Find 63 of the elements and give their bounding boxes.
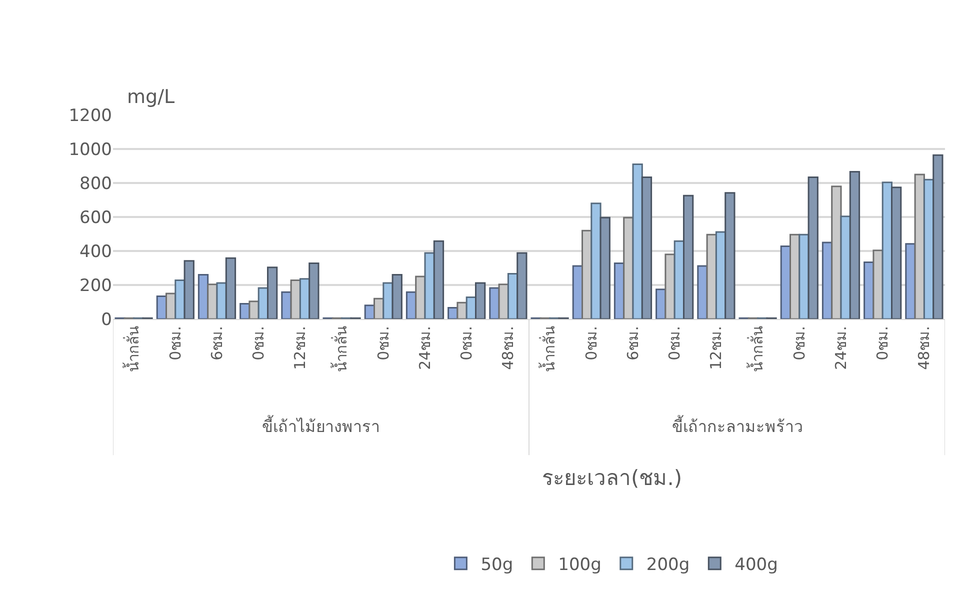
bar — [808, 176, 818, 319]
y-tick-label: 0 — [101, 310, 112, 330]
bar — [831, 186, 842, 319]
x-tick-label: 12ชม. — [291, 326, 310, 370]
x-tick-label: 6ชม. — [624, 326, 642, 360]
bar — [382, 282, 394, 319]
x-tick-label: 12ชม. — [707, 326, 726, 370]
bar — [174, 279, 186, 319]
y-tick-label: 1200 — [68, 106, 112, 126]
bar — [184, 260, 194, 319]
bar — [697, 265, 708, 319]
x-tick-label: 48ชม. — [915, 326, 934, 370]
text: ขี้เถ้ากะลามะพร้าว — [672, 415, 803, 436]
legend-label: 50g — [480, 554, 514, 575]
x-tick-label: 48ชม. — [499, 326, 518, 370]
bar — [683, 194, 694, 319]
bar — [849, 171, 860, 319]
bar — [905, 243, 916, 319]
y-tick-label: 600 — [80, 208, 112, 228]
x-tick-label: 0ชม. — [790, 326, 808, 360]
x-tick-label: 0ชม. — [582, 326, 600, 360]
bar — [872, 250, 884, 319]
x-tick-label: 24ชม. — [416, 326, 434, 370]
y-axis-title: mg/L — [127, 86, 175, 108]
bar — [664, 254, 676, 319]
text: ขี้เถ้าไม้ยางพารา — [262, 415, 380, 436]
y-tick-label: 800 — [80, 174, 112, 194]
bar — [475, 282, 486, 319]
bar — [932, 154, 944, 319]
bar — [891, 186, 902, 319]
x-tick-label: 0ชม. — [873, 326, 892, 360]
x-tick-label: น้ำกลั่น — [330, 326, 351, 372]
legend-label: 100g — [558, 554, 602, 575]
bar — [600, 216, 610, 319]
x-tick-label: 0ชม. — [166, 326, 184, 360]
bar — [207, 284, 218, 319]
bar — [281, 291, 292, 319]
bar — [433, 240, 444, 319]
y-tick-label: 400 — [80, 242, 112, 262]
bar — [392, 274, 402, 319]
bar — [590, 202, 602, 319]
bar — [516, 252, 528, 319]
x-tick-label: น้ำกลั่น — [746, 326, 767, 372]
x-tick-label: 24ชม. — [832, 326, 850, 370]
legend-label: 200g — [646, 554, 690, 575]
y-tick-label: 1000 — [68, 140, 112, 160]
x-tick-label: น้ำกลั่น — [538, 326, 559, 372]
x-tick-label: 6ชม. — [208, 326, 226, 360]
bar — [641, 176, 652, 319]
y-tick-label: 200 — [80, 276, 112, 296]
bar — [267, 266, 278, 319]
bar — [724, 192, 736, 319]
legend-label: 400g — [734, 554, 778, 575]
bar — [308, 262, 320, 319]
x-tick-label: น้ำกลั่น — [122, 326, 143, 372]
x-axis-title: ระยะเวลา(ชม.) — [542, 466, 682, 490]
x-tick-label: 0ชม. — [457, 326, 476, 360]
bar — [225, 257, 236, 319]
x-tick-label: 0ชม. — [249, 326, 268, 360]
bar — [456, 302, 468, 319]
bar — [248, 300, 260, 319]
x-tick-label: 0ชม. — [665, 326, 684, 360]
x-tick-label: 0ชม. — [374, 326, 392, 360]
